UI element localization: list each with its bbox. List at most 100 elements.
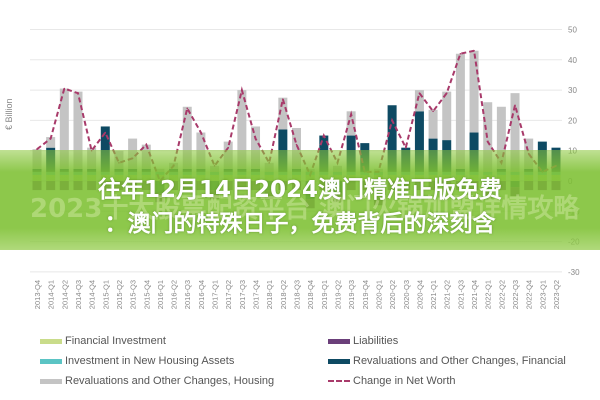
net-worth-point <box>418 92 421 94</box>
x-tick-label: 2020-Q3 <box>402 280 411 309</box>
x-tick-label: 2019-Q4 <box>361 280 370 309</box>
net-worth-point <box>241 89 243 91</box>
x-tick-label: 2019-Q2 <box>333 280 342 309</box>
bar-revaluations-and-other-changes-financial <box>100 126 110 172</box>
legend-item-financial-investment: Financial Investment <box>40 335 166 347</box>
bar-revaluations-and-other-changes-financial <box>414 111 424 172</box>
bar-revaluations-and-other-changes-housing <box>496 106 506 169</box>
x-tick-label: 2017-Q2 <box>224 280 233 309</box>
bar-revaluations-and-other-changes-housing <box>455 53 465 169</box>
x-tick-label: 2021-Q2 <box>443 280 452 309</box>
legend-label: Investment in New Housing Assets <box>65 355 235 367</box>
x-tick-label: 2023-Q1 <box>538 280 547 309</box>
banner-background-text: 2023十大股票配资平台 澳门火锅加盟详情攻略 <box>30 194 580 224</box>
net-worth-point <box>473 49 475 52</box>
net-worth-point <box>77 92 79 94</box>
x-tick-label: 2017-Q1 <box>211 280 220 309</box>
bar-revaluations-and-other-changes-housing <box>510 93 520 172</box>
x-tick-label: 2017-Q4 <box>252 280 261 309</box>
x-tick-label: 2019-Q1 <box>320 280 329 309</box>
x-tick-label: 2015-Q1 <box>101 280 110 309</box>
bar-revaluations-and-other-changes-housing <box>469 50 479 133</box>
y-tick-label: 30 <box>568 86 577 95</box>
x-tick-label: 2021-Q3 <box>456 280 465 309</box>
x-tick-label: 2017-Q3 <box>238 280 247 309</box>
legend-item-liabilities: Liabilities <box>328 335 398 347</box>
legend-swatch <box>40 338 62 344</box>
net-worth-point <box>145 143 148 146</box>
net-worth-point <box>391 119 393 122</box>
x-tick-label: 2018-Q1 <box>265 280 274 309</box>
x-tick-label: 2022-Q1 <box>484 280 493 309</box>
net-worth-point <box>459 52 462 55</box>
x-tick-label: 2014-Q4 <box>88 280 97 309</box>
bar-revaluations-and-other-changes-housing <box>73 91 83 169</box>
net-worth-point <box>186 107 189 110</box>
net-worth-point <box>432 110 434 113</box>
net-worth-point <box>36 148 38 150</box>
net-worth-point <box>404 146 407 149</box>
x-tick-label: 2021-Q1 <box>429 280 438 309</box>
legend-label: Revaluations and Other Changes, Financia… <box>353 355 566 367</box>
x-tick-label: 2023-Q2 <box>552 280 561 309</box>
legend-label: Liabilities <box>353 335 399 347</box>
legend-swatch-dashed <box>328 380 350 382</box>
x-tick-label: 2018-Q2 <box>279 280 288 309</box>
net-worth-point <box>200 131 202 134</box>
x-tick-label: 2014-Q3 <box>74 280 83 309</box>
net-worth-point <box>445 92 448 94</box>
x-tick-label: 2016-Q4 <box>197 280 206 309</box>
x-tick-label: 2019-Q3 <box>347 280 356 309</box>
bar-revaluations-and-other-changes-housing <box>292 127 301 169</box>
x-tick-label: 2015-Q2 <box>115 280 124 309</box>
net-worth-point <box>323 134 325 137</box>
legend-swatch <box>328 358 350 364</box>
net-worth-point <box>514 104 516 107</box>
x-tick-label: 2020-Q1 <box>374 280 383 309</box>
x-tick-label: 2015-Q4 <box>142 280 151 309</box>
bar-revaluations-and-other-changes-housing <box>46 137 56 148</box>
net-worth-point <box>486 140 489 143</box>
bar-revaluations-and-other-changes-housing <box>428 109 438 139</box>
x-tick-label: 2022-Q2 <box>497 280 506 309</box>
y-tick-label: -30 <box>568 268 580 277</box>
x-tick-label: 2013-Q4 <box>33 280 42 309</box>
legend-swatch <box>328 338 350 344</box>
banner-title-line-2: ：澳门的特殊日子，免费背后的深刻含 <box>104 211 496 237</box>
y-tick-label: 40 <box>568 56 577 65</box>
legend-item-revaluations-financial: Revaluations and Other Changes, Financia… <box>328 355 566 367</box>
legend-label: Change in Net Worth <box>353 375 456 387</box>
stacked-bar-chart: 50403020100-10-20-302013-Q42014-Q12014-Q… <box>30 26 580 309</box>
legend-label: Revaluations and Other Changes, Housing <box>65 375 275 387</box>
x-tick-label: 2020-Q4 <box>415 280 424 309</box>
bar-revaluations-and-other-changes-housing <box>59 88 69 169</box>
bar-revaluations-and-other-changes-housing <box>346 111 356 136</box>
net-worth-point <box>254 137 257 140</box>
x-tick-label: 2018-Q3 <box>293 280 302 309</box>
bar-revaluations-and-other-changes-housing <box>278 97 288 130</box>
net-worth-point <box>227 146 230 149</box>
x-tick-label: 2022-Q3 <box>511 280 520 309</box>
bar-revaluations-and-other-changes-financial <box>387 105 397 172</box>
legend-swatch <box>40 358 62 364</box>
bar-revaluations-and-other-changes-housing <box>414 90 424 112</box>
x-tick-label: 2021-Q4 <box>470 280 479 309</box>
net-worth-point <box>282 98 284 100</box>
x-tick-label: 2014-Q1 <box>47 280 56 309</box>
net-worth-point <box>49 137 52 140</box>
banner-title-line-1: 往年12月14日2024澳门精准正版免费 <box>97 177 503 203</box>
x-tick-label: 2015-Q3 <box>129 280 138 309</box>
bar-revaluations-and-other-changes-housing <box>237 90 247 169</box>
y-axis-label: € Billion <box>4 98 14 130</box>
net-worth-point <box>104 131 107 134</box>
legend-item-investment-new-housing: Investment in New Housing Assets <box>40 355 234 367</box>
x-tick-label: 2014-Q2 <box>60 280 69 309</box>
x-tick-label: 2022-Q4 <box>525 280 534 309</box>
x-tick-label: 2016-Q3 <box>183 280 192 309</box>
y-tick-label: 50 <box>568 26 577 35</box>
net-worth-point <box>63 87 66 90</box>
x-tick-label: 2020-Q2 <box>388 280 397 309</box>
legend-item-change-net-worth: Change in Net Worth <box>328 375 456 387</box>
legend-item-revaluations-housing: Revaluations and Other Changes, Housing <box>40 375 274 387</box>
legend-label: Financial Investment <box>65 335 166 347</box>
